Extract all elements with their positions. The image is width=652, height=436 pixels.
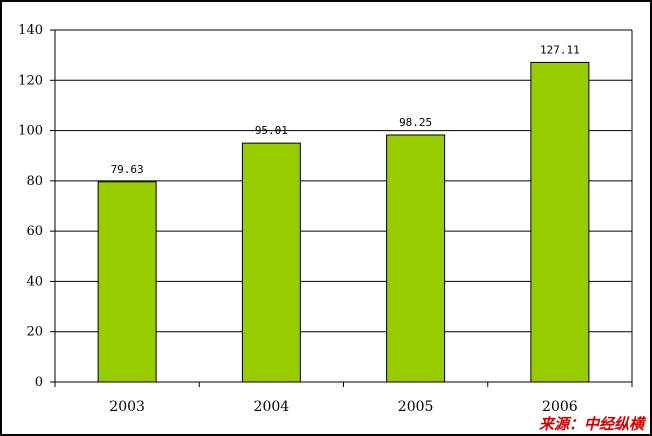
source-label: 来源：中经纵横 xyxy=(538,415,644,433)
x-category-label: 2006 xyxy=(542,399,578,415)
bars xyxy=(97,61,590,383)
value-label: 79.63 xyxy=(111,163,144,176)
value-label: 127.11 xyxy=(540,43,580,56)
y-tick-label: 120 xyxy=(18,73,43,88)
x-category-label: 2005 xyxy=(398,399,434,415)
x-category-label: 2004 xyxy=(254,399,290,415)
y-tick-label: 0 xyxy=(35,375,43,390)
x-category-label: 2003 xyxy=(109,399,145,415)
y-tick-label: 20 xyxy=(26,325,43,340)
y-tick-label: 40 xyxy=(26,274,43,289)
bar-2003 xyxy=(97,181,157,383)
value-label: 98.25 xyxy=(399,116,432,129)
y-tick-label: 140 xyxy=(18,23,43,38)
labels: 0 20 40 60 80 100 120 140 79.63 2003 95.01 2004 98.2… xyxy=(18,23,580,415)
bar-2006 xyxy=(530,61,590,383)
y-tick-label: 60 xyxy=(26,224,43,239)
axes xyxy=(50,29,633,387)
y-tick-label: 80 xyxy=(26,174,43,189)
y-tick-label: 100 xyxy=(18,124,43,139)
bar-2005 xyxy=(386,134,446,383)
bar-2004 xyxy=(241,142,301,383)
value-label: 95.01 xyxy=(255,124,288,137)
